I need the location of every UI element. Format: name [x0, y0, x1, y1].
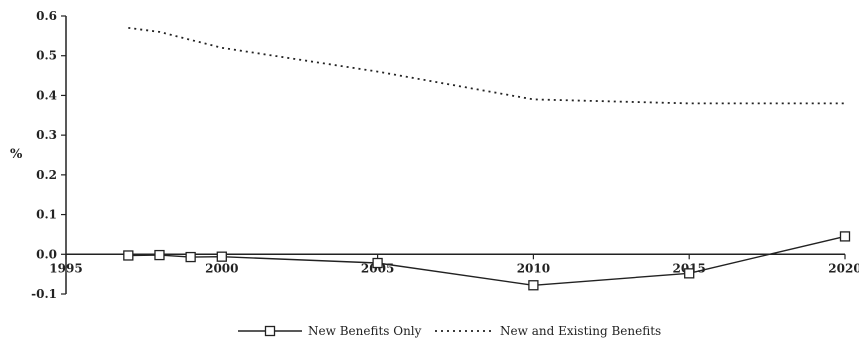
y-tick-label: 0.6	[36, 9, 57, 23]
y-tick-label: 0.4	[36, 88, 57, 102]
data-point	[123, 250, 134, 261]
y-tick-label: 0.5	[36, 49, 57, 63]
series-group	[123, 27, 851, 291]
data-point	[185, 251, 196, 263]
y-tick-label: 0.3	[36, 128, 57, 142]
series-line-new-benefits-only	[128, 235, 846, 287]
data-point	[216, 251, 227, 262]
data-point	[839, 231, 851, 242]
x-tick-label: 1995	[49, 261, 82, 275]
axes	[65, 16, 845, 294]
legend: New Benefits Only New and Existing Benef…	[238, 324, 661, 338]
y-tick-label: 0.0	[36, 247, 57, 261]
x-tick-label: 2010	[517, 261, 550, 275]
series-line-new-and-existing-benefits	[128, 27, 845, 105]
y-tick-label: -0.1	[31, 287, 57, 301]
legend-label-new-and-existing-benefits: New and Existing Benefits	[500, 324, 661, 338]
x-tick-label: 2000	[205, 261, 238, 275]
legend-marker-new-benefits-only	[264, 325, 276, 337]
y-axis-label: %	[10, 147, 23, 162]
y-tick-label: 0.2	[36, 168, 57, 182]
data-point	[684, 268, 695, 279]
data-point	[528, 280, 539, 291]
x-tick-labels: 199520002005201020152020	[49, 254, 859, 275]
y-tick-label: 0.1	[36, 208, 57, 222]
legend-label-new-benefits-only: New Benefits Only	[308, 324, 422, 338]
data-point	[372, 257, 383, 269]
data-point	[154, 249, 165, 261]
x-tick-label: 2020	[828, 261, 859, 275]
y-tick-labels: 0.6 0.5 0.4 0.3 0.2 0.1 0.0 -0.1	[31, 9, 66, 301]
